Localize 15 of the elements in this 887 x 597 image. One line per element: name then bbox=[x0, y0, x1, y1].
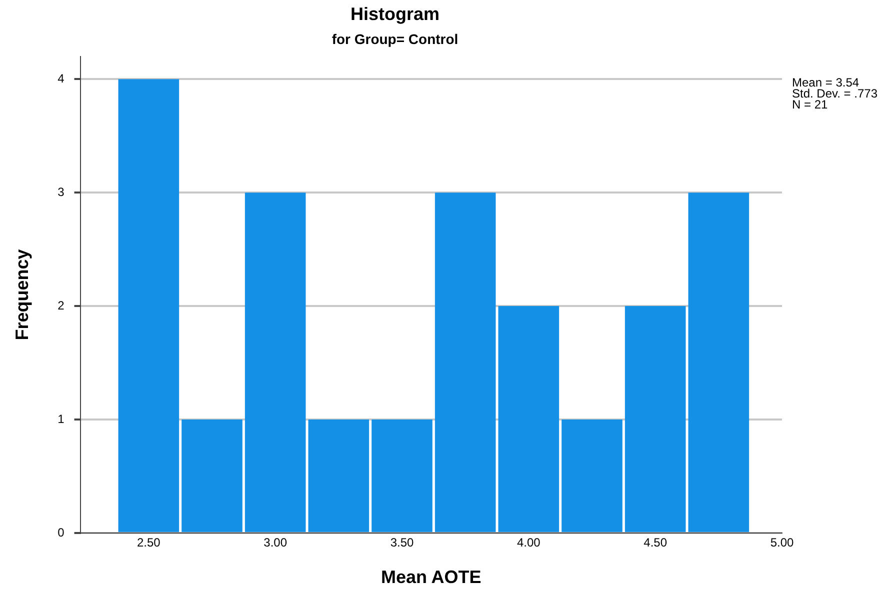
x-axis-title: Mean AOTE bbox=[380, 567, 482, 588]
y-axis-title: Frequency bbox=[12, 249, 32, 340]
x-tick-label: 3.00 bbox=[264, 536, 288, 550]
y-tick-label: 2 bbox=[58, 298, 65, 312]
chart-subtitle: for Group= Control bbox=[332, 30, 458, 47]
chart-title: Histogram bbox=[350, 4, 440, 24]
x-tick-label: 3.50 bbox=[390, 536, 414, 550]
x-tick-label: 4.00 bbox=[516, 536, 541, 550]
x-tick-label: 5.00 bbox=[770, 536, 794, 550]
y-tick-label: 3 bbox=[58, 184, 65, 199]
y-tick-label: 4 bbox=[58, 71, 65, 86]
y-tick-label: 0 bbox=[58, 525, 65, 540]
x-tick-label: 2.50 bbox=[136, 536, 161, 550]
y-tick-label: 1 bbox=[58, 412, 65, 426]
x-tick-label: 4.50 bbox=[644, 536, 668, 550]
